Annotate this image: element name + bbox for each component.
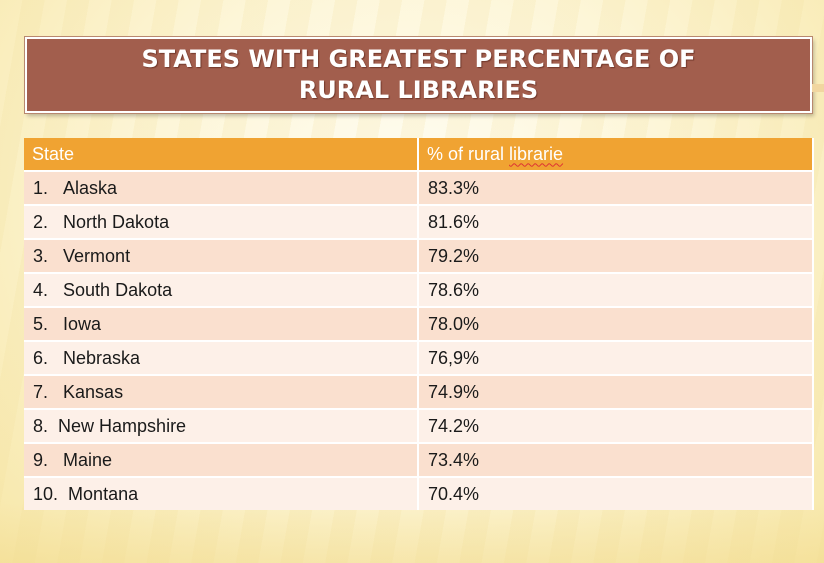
table-row: 4. South Dakota 78.6%: [24, 272, 814, 307]
table-row: 8. New Hampshire 74.2%: [24, 408, 814, 443]
state-name: North Dakota: [63, 211, 170, 232]
title-banner: States with greatest percentage of rural…: [25, 37, 812, 113]
rank-number: 6.: [33, 347, 49, 368]
table-row: 2. North Dakota 81.6%: [24, 204, 814, 239]
table-row: 9. Maine 73.4%: [24, 442, 814, 477]
rank-number: 2.: [33, 211, 49, 232]
state-name: Montana: [68, 483, 139, 504]
state-name: Maine: [63, 449, 113, 470]
table-row: 7. Kansas 74.9%: [24, 374, 814, 409]
state-cell: 5. Iowa: [24, 306, 419, 341]
state-cell: 10. Montana: [24, 476, 419, 510]
table-row: 10. Montana 70.4%: [24, 476, 814, 510]
percent-cell: 74.9%: [418, 374, 814, 409]
rank-number: 10.: [33, 483, 59, 504]
slide-title: States with greatest percentage of rural…: [141, 45, 696, 104]
rank-number: 5.: [33, 313, 49, 334]
header-percent-word: librarie: [509, 143, 564, 164]
table-row: 3. Vermont 79.2%: [24, 238, 814, 273]
percent-cell: 74.2%: [418, 408, 814, 443]
header-percent: % of rural librarie: [418, 138, 814, 171]
state-cell: 8. New Hampshire: [24, 408, 419, 443]
percent-cell: 76,9%: [418, 340, 814, 375]
state-name: Alaska: [63, 177, 118, 198]
table-row: 1. Alaska 83.3%: [24, 170, 814, 205]
table-header-row: State % of rural librarie: [24, 138, 814, 171]
percent-cell: 73.4%: [418, 442, 814, 477]
state-cell: 1. Alaska: [24, 170, 419, 205]
percent-cell: 78.6%: [418, 272, 814, 307]
header-percent-prefix: % of rural: [427, 143, 510, 164]
percent-cell: 79.2%: [418, 238, 814, 273]
state-cell: 9. Maine: [24, 442, 419, 477]
state-cell: 4. South Dakota: [24, 272, 419, 307]
state-cell: 2. North Dakota: [24, 204, 419, 239]
rank-number: 9.: [33, 449, 49, 470]
rank-number: 8.: [33, 415, 49, 436]
table-row: 5. Iowa 78.0%: [24, 306, 814, 341]
decorative-tab: [812, 84, 824, 92]
rural-libraries-table: State % of rural librarie 1. Alaska 83.3…: [24, 138, 814, 510]
percent-cell: 70.4%: [418, 476, 814, 510]
state-name: Nebraska: [63, 347, 141, 368]
state-cell: 7. Kansas: [24, 374, 419, 409]
percent-cell: 78.0%: [418, 306, 814, 341]
state-name: Kansas: [63, 381, 124, 402]
state-name: New Hampshire: [58, 415, 187, 436]
percent-cell: 81.6%: [418, 204, 814, 239]
rank-number: 4.: [33, 279, 49, 300]
state-cell: 6. Nebraska: [24, 340, 419, 375]
state-name: Iowa: [63, 313, 102, 334]
slide-background-glow: [0, 503, 824, 563]
percent-cell: 83.3%: [418, 170, 814, 205]
rank-number: 1.: [33, 177, 49, 198]
table-row: 6. Nebraska 76,9%: [24, 340, 814, 375]
state-name: Vermont: [63, 245, 131, 266]
state-cell: 3. Vermont: [24, 238, 419, 273]
rank-number: 3.: [33, 245, 49, 266]
rank-number: 7.: [33, 381, 49, 402]
header-state: State: [24, 138, 419, 171]
state-name: South Dakota: [63, 279, 173, 300]
